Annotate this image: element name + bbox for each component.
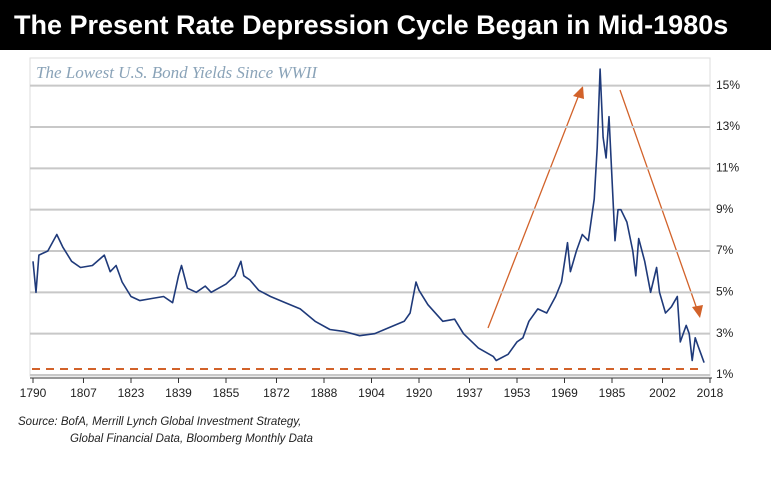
chart-subtitle: The Lowest U.S. Bond Yields Since WWII	[36, 63, 318, 82]
yield-line	[32, 68, 705, 363]
y-tick-label: 13%	[716, 119, 740, 133]
x-tick-label: 1823	[118, 386, 145, 400]
fall-arrow	[619, 89, 699, 313]
y-tick-label: 15%	[716, 78, 740, 92]
y-tick-label: 9%	[716, 202, 734, 216]
x-tick-label: 1953	[504, 386, 531, 400]
arrow-head	[692, 305, 703, 318]
x-tick-label: 2002	[649, 386, 676, 400]
y-tick-label: 5%	[716, 285, 734, 299]
x-tick-label: 1969	[551, 386, 578, 400]
x-tick-label: 1888	[311, 386, 338, 400]
plot-frame	[29, 57, 711, 377]
x-tick-label: 1920	[406, 386, 433, 400]
x-tick-label: 1790	[20, 386, 47, 400]
y-tick-label: 7%	[716, 243, 734, 257]
y-tick-label: 1%	[716, 367, 734, 381]
x-tick-label: 1872	[263, 386, 290, 400]
x-tick-label: 1855	[213, 386, 240, 400]
chart-title: The Present Rate Depression Cycle Began …	[0, 0, 771, 50]
arrow-head	[573, 86, 584, 99]
x-tick-label: 1807	[70, 386, 97, 400]
x-tick-label: 1937	[456, 386, 483, 400]
x-tick-label: 1985	[599, 386, 626, 400]
source-note: Source: BofA, Merrill Lynch Global Inves…	[18, 416, 301, 428]
y-tick-label: 3%	[716, 326, 734, 340]
x-tick-label: 2018	[697, 386, 724, 400]
source-note: Global Financial Data, Bloomberg Monthly…	[70, 433, 313, 445]
x-tick-label: 1839	[165, 386, 192, 400]
x-tick-label: 1904	[358, 386, 385, 400]
y-tick-label: 11%	[716, 161, 739, 175]
